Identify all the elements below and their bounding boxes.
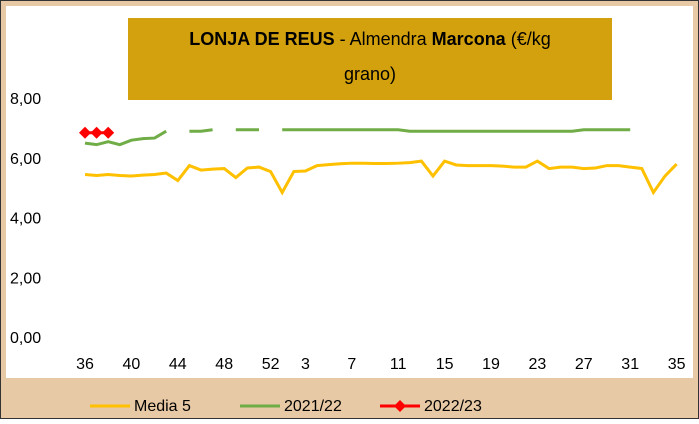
title-part: grano) xyxy=(344,64,396,84)
x-tick-label: 36 xyxy=(76,356,94,373)
y-tick-label: 0,00 xyxy=(10,330,41,347)
x-tick-label: 3 xyxy=(301,356,310,373)
x-tick-label: 23 xyxy=(529,356,547,373)
series-line xyxy=(84,128,631,147)
x-tick-label: 52 xyxy=(262,356,280,373)
title-part: LONJA DE REUS xyxy=(189,29,334,49)
x-tick-label: 31 xyxy=(621,356,639,373)
x-tick-label: 44 xyxy=(169,356,187,373)
title-part: - Almendra xyxy=(335,29,432,49)
y-tick-label: 8,00 xyxy=(10,91,41,108)
chart-title: LONJA DE REUS - Almendra Marcona (€/kg xyxy=(189,29,550,49)
legend-label: 2021/22 xyxy=(284,398,342,415)
x-tick-label: 35 xyxy=(668,356,686,373)
y-tick-label: 4,00 xyxy=(10,211,41,228)
x-tick-label: 40 xyxy=(123,356,141,373)
legend-label: 2022/23 xyxy=(424,398,482,415)
x-tick-label: 27 xyxy=(575,356,593,373)
x-tick-label: 19 xyxy=(482,356,500,373)
y-tick-label: 6,00 xyxy=(10,151,41,168)
y-tick-label: 2,00 xyxy=(10,270,41,287)
title-part: Marcona xyxy=(432,29,507,49)
x-tick-label: 15 xyxy=(436,356,454,373)
chart-title: grano) xyxy=(344,64,396,84)
legend-label: Media 5 xyxy=(134,398,191,415)
point-marker xyxy=(79,126,91,139)
x-tick-label: 11 xyxy=(390,356,407,373)
point-marker xyxy=(90,126,103,139)
legend-marker xyxy=(394,400,406,412)
series-line xyxy=(84,159,678,196)
title-box xyxy=(128,18,612,100)
x-tick-label: 7 xyxy=(347,356,356,373)
point-marker xyxy=(102,126,115,139)
title-part: (€/kg xyxy=(506,29,551,49)
x-tick-label: 48 xyxy=(215,356,233,373)
